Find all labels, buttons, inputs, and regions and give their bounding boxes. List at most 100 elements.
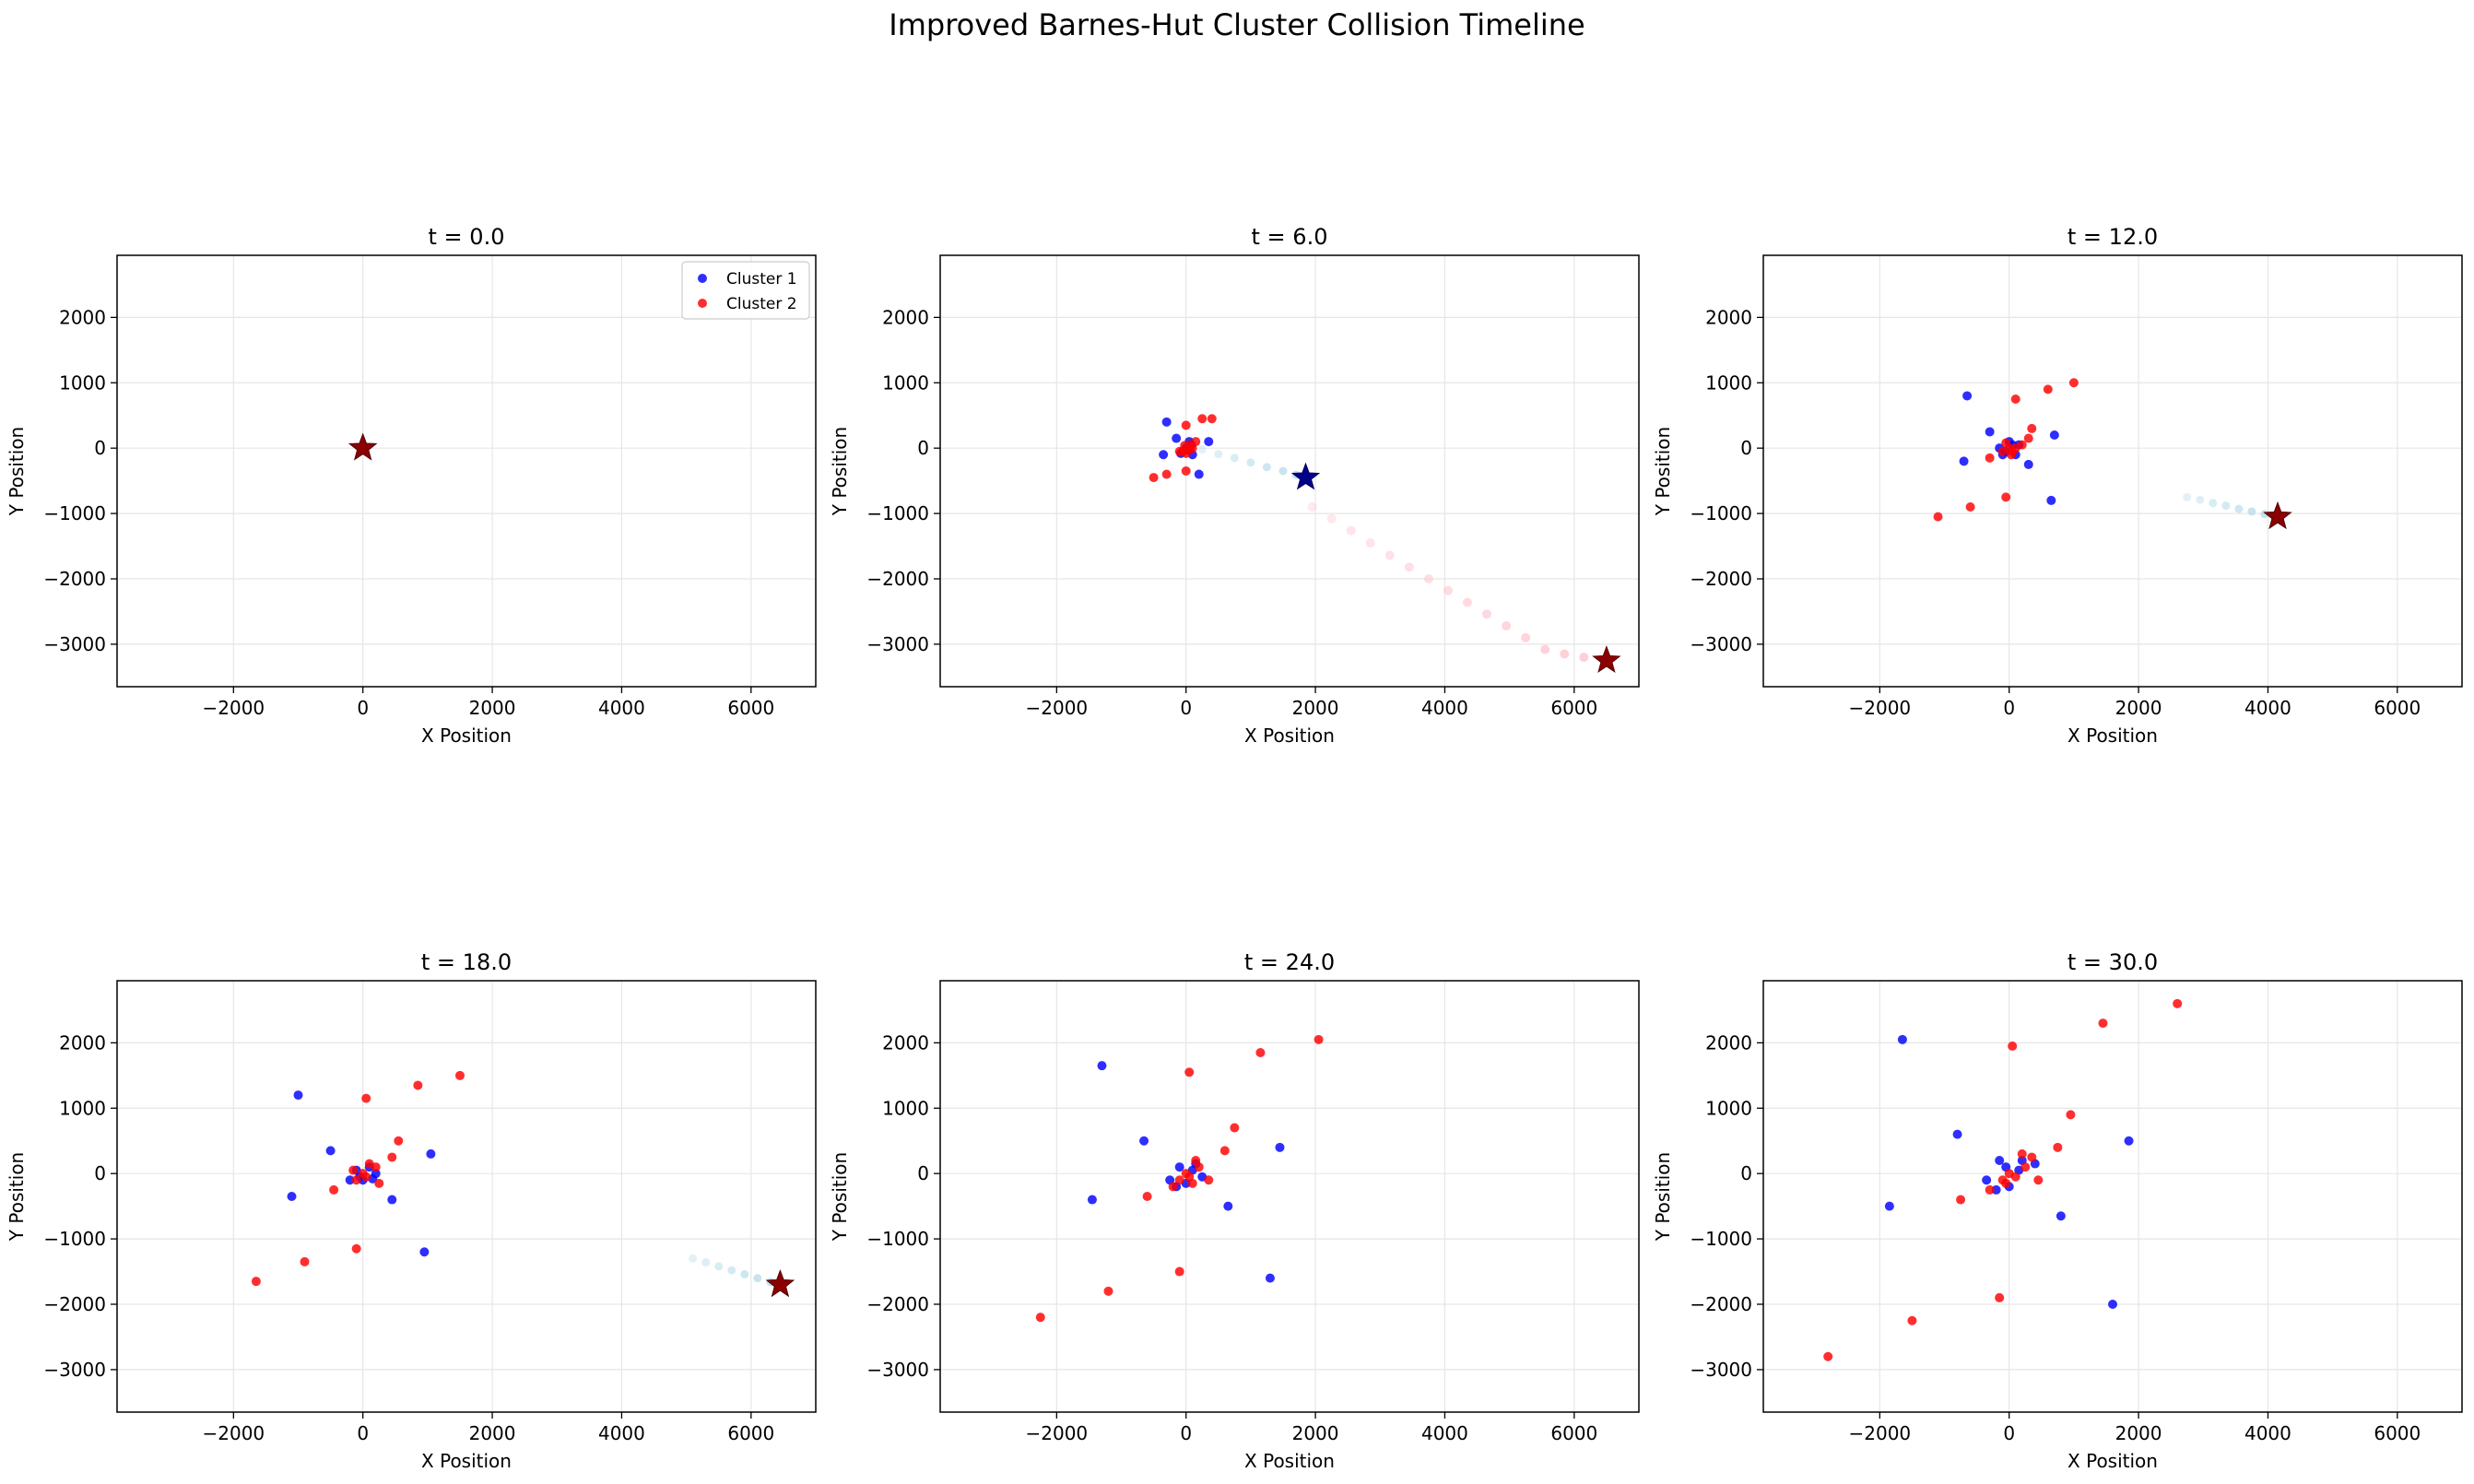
- cluster-2-point: [348, 1165, 359, 1175]
- plot-frame: [1762, 254, 2463, 688]
- cluster-1-point: [287, 1192, 297, 1201]
- cluster-2-point: [1965, 502, 1975, 512]
- cluster-2-trail-point: [1560, 649, 1570, 659]
- x-tick-label: 4000: [598, 1422, 645, 1444]
- cluster-2-point: [300, 1256, 310, 1266]
- x-tick-label: −2000: [1849, 1422, 1912, 1444]
- cluster-1-point: [2056, 1211, 2066, 1221]
- x-tick-label: 0: [357, 1422, 369, 1444]
- cluster-1-point: [1194, 469, 1204, 479]
- x-axis-label: X Position: [1244, 724, 1335, 747]
- cluster-2-point: [2068, 378, 2079, 388]
- y-tick-label: −1000: [866, 502, 929, 524]
- cluster-2-point: [1314, 1034, 1324, 1044]
- chart-panel-5: −2000 0 2000 4000 6000 −3000 −2000 −1000 0 1000 20…: [829, 949, 1640, 1472]
- y-tick-label: −2000: [866, 568, 929, 590]
- plot-frame: [939, 980, 1640, 1413]
- x-axis-label: X Position: [1244, 1450, 1335, 1472]
- cluster-1-trail-point: [1230, 453, 1239, 463]
- cluster-2-point: [1985, 453, 1995, 463]
- cluster-1-point: [1223, 1201, 1233, 1211]
- cluster-1-point: [1995, 1156, 2005, 1165]
- chart-panel-2: −2000 0 2000 4000 6000 −3000 −2000 −1000 0 1000 20…: [829, 224, 1640, 747]
- cluster-1-point: [1097, 1061, 1107, 1071]
- x-tick-label: 2000: [1292, 1422, 1339, 1444]
- y-axis-label: Y Position: [829, 1152, 851, 1242]
- x-tick-label: 4000: [2244, 1422, 2291, 1444]
- plot-area: [348, 432, 378, 461]
- x-tick-label: 0: [1180, 697, 1192, 719]
- cluster-1-point: [1087, 1195, 1097, 1205]
- cluster-1-point: [1159, 450, 1169, 460]
- y-tick-label: 0: [94, 437, 106, 459]
- y-tick-label: −2000: [43, 1293, 106, 1315]
- cluster-2-trail-point: [1326, 513, 1337, 524]
- cluster-2-point: [1149, 473, 1159, 483]
- cluster-2-point: [1907, 1315, 1917, 1325]
- cluster-2-point: [1161, 469, 1172, 479]
- y-tick-label: −3000: [43, 633, 106, 655]
- cluster-1-trail-point: [1214, 450, 1223, 459]
- y-tick-label: −1000: [1690, 1228, 1752, 1250]
- cluster-2-point: [1181, 420, 1191, 430]
- y-tick-label: 1000: [882, 371, 929, 394]
- cluster-2-point: [374, 1178, 384, 1188]
- cluster-2-point: [394, 1136, 404, 1146]
- x-tick-label: 2000: [2115, 1422, 2162, 1444]
- y-tick-label: 2000: [1705, 1031, 1752, 1054]
- x-tick-label: 0: [357, 697, 369, 719]
- cluster-1-trail-point: [2247, 507, 2256, 516]
- cluster-2-center-of-mass-star: [348, 432, 378, 461]
- cluster-1-point: [1991, 1184, 2001, 1195]
- cluster-2-point: [1174, 1175, 1184, 1185]
- x-tick-label: 0: [2003, 1422, 2015, 1444]
- y-tick-label: −2000: [866, 1293, 929, 1315]
- cluster-1-point: [426, 1148, 436, 1159]
- cluster-2-point: [361, 1172, 371, 1182]
- cluster-1-trail-point: [689, 1254, 698, 1263]
- cluster-1-center-of-mass-star: [1290, 462, 1321, 490]
- plot-frame: [116, 980, 817, 1413]
- y-tick-label: −2000: [43, 568, 106, 590]
- y-tick-label: 0: [1740, 1162, 1752, 1184]
- cluster-2-point: [2001, 1178, 2011, 1188]
- x-tick-label: 2000: [469, 1422, 516, 1444]
- cluster-1-point: [419, 1247, 430, 1257]
- y-tick-label: 0: [1740, 437, 1752, 459]
- y-tick-label: −2000: [1690, 568, 1752, 590]
- cluster-1-point: [1959, 456, 1969, 466]
- cluster-2-trail-point: [1384, 550, 1395, 560]
- y-tick-label: −3000: [866, 633, 929, 655]
- legend-marker-cluster-2: [698, 299, 707, 308]
- cluster-2-point: [2008, 1041, 2018, 1051]
- cluster-2-point: [2033, 1175, 2044, 1185]
- y-tick-label: −2000: [1690, 1293, 1752, 1315]
- panel-title: t = 30.0: [2068, 949, 2158, 975]
- y-axis-label: Y Position: [1652, 427, 1674, 516]
- cluster-2-point: [1933, 512, 1943, 522]
- cluster-2-point: [1191, 437, 1201, 447]
- cluster-2-point: [1103, 1286, 1113, 1296]
- cluster-2-point: [413, 1080, 423, 1090]
- plot-frame: [116, 254, 817, 688]
- y-tick-label: 2000: [1705, 306, 1752, 328]
- legend-box: [681, 261, 810, 320]
- cluster-2-trail-point: [1365, 538, 1375, 548]
- cluster-2-point: [351, 1175, 361, 1185]
- cluster-1-trail-point: [2183, 492, 2192, 501]
- cluster-1-point: [2124, 1136, 2134, 1146]
- panel-title: t = 18.0: [421, 949, 512, 975]
- cluster-1-trail-point: [727, 1266, 736, 1275]
- cluster-2-point: [1142, 1192, 1152, 1201]
- cluster-2-trail-point: [1463, 597, 1473, 607]
- cluster-1-trail-point: [2196, 495, 2205, 504]
- x-tick-label: −2000: [1026, 697, 1089, 719]
- cluster-2-point: [1823, 1351, 1833, 1361]
- cluster-2-point: [1194, 1162, 1204, 1172]
- cluster-2-point: [2010, 1172, 2020, 1182]
- cluster-2-point: [1219, 1146, 1230, 1156]
- chart-panel-4: −2000 0 2000 4000 6000 −3000 −2000 −1000 0 1000 20…: [6, 949, 817, 1472]
- plot-area: [1823, 998, 2183, 1361]
- cluster-1-point: [325, 1146, 336, 1156]
- cluster-1-point: [1884, 1201, 1894, 1211]
